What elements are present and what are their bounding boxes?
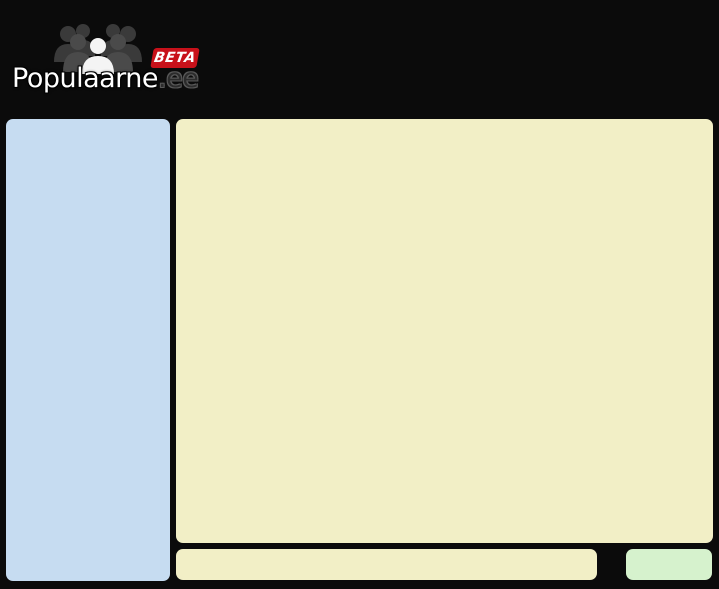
footer-panel (176, 549, 597, 580)
sidebar-panel (6, 119, 170, 581)
logo-text: Populaarne.ee (12, 63, 199, 94)
logo-brand-tld: .ee (158, 63, 199, 94)
people-crowd-icon (54, 24, 142, 74)
main-content-panel (176, 119, 713, 543)
site-logo[interactable]: BETA Populaarne.ee (10, 20, 200, 102)
logo-brand-name: Populaarne (12, 63, 159, 94)
side-footer-panel (626, 549, 712, 580)
